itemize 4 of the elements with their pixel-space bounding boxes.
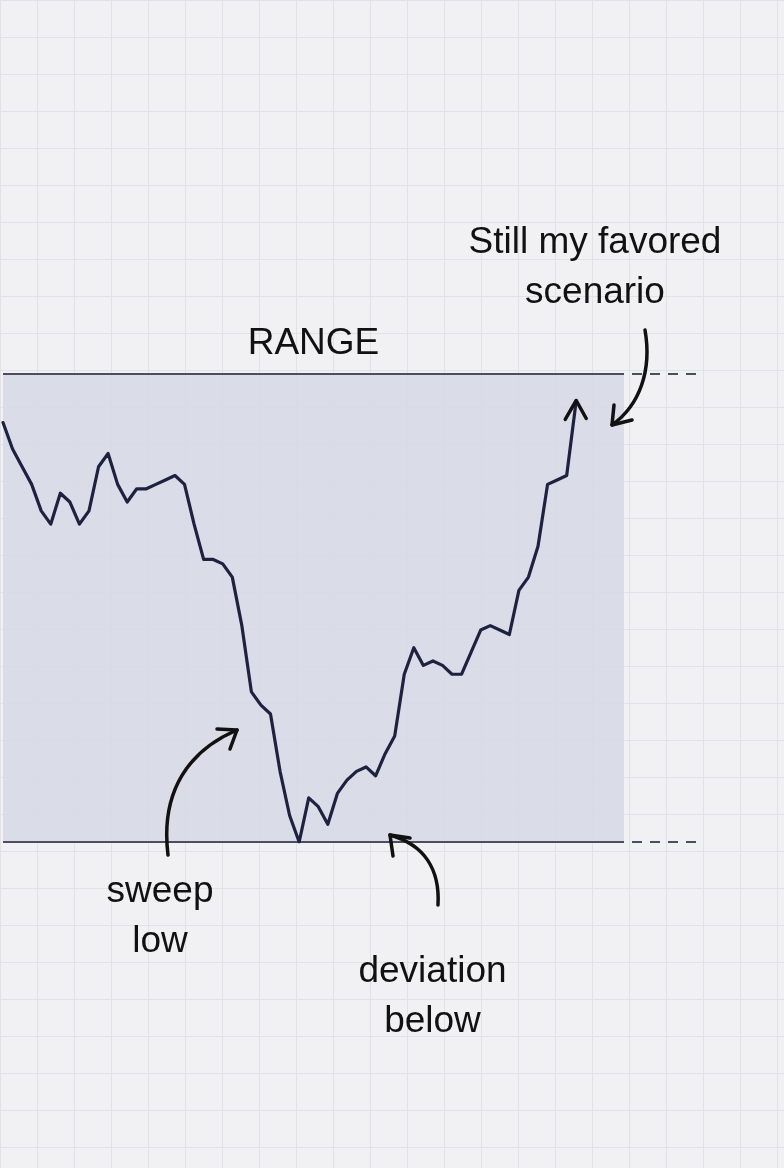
text: deviation below: [357, 948, 508, 1042]
text: sweep low: [105, 868, 215, 962]
ref-line-label: RANGE: [247, 321, 380, 362]
text: Still my favored scenario: [467, 219, 723, 313]
